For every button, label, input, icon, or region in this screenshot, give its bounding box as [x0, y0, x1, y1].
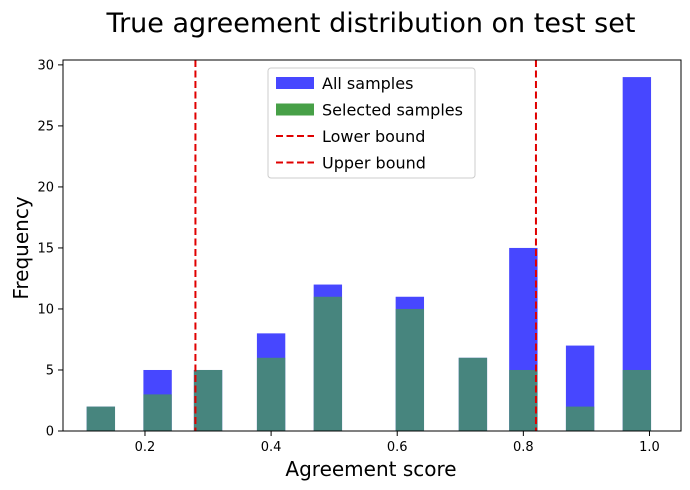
chart-title: True agreement distribution on test set: [106, 8, 636, 39]
x-tick-label: 0.6: [387, 440, 408, 455]
selected-samples-bar-0: [86, 406, 116, 431]
legend: All samples Selected samples Lower bound Up…: [267, 67, 476, 179]
legend-label: Upper bound: [322, 154, 426, 173]
y-tick-label: 20: [37, 180, 54, 195]
selected-samples-bar-5: [395, 308, 425, 431]
y-tick-label: 5: [46, 363, 54, 378]
legend-label: Selected samples: [322, 101, 463, 120]
selected-samples-bar-8: [565, 406, 595, 431]
plot-frame: [62, 59, 682, 432]
legend-box: [267, 67, 476, 179]
x-tick-label: 1.0: [639, 440, 660, 455]
x-tick-label: 0.8: [513, 440, 534, 455]
legend-swatch: [276, 103, 314, 116]
x-tick-label: 0.2: [135, 440, 156, 455]
legend-swatch: [276, 77, 314, 89]
selected-samples-bar-4: [313, 296, 343, 431]
x-axis-label: Agreement score: [285, 457, 456, 481]
x-tick-label: 0.4: [261, 440, 282, 455]
selected-samples-bar-7: [509, 369, 538, 431]
selected-samples-bar-1: [143, 394, 172, 431]
y-tick-label: 30: [37, 58, 54, 73]
y-tick-label: 10: [37, 302, 54, 317]
x-axis-ticks: 0.2 0.4 0.6 0.8 1.0: [135, 431, 660, 455]
y-axis-ticks: 0 5 10 15 20 25 30: [37, 58, 63, 440]
y-tick-label: 25: [37, 119, 54, 134]
y-axis-label: Frequency: [9, 196, 33, 299]
y-tick-label: 0: [46, 425, 54, 440]
bound-lines-layer: [194, 60, 537, 431]
legend-label: All samples: [322, 74, 413, 93]
y-tick-label: 15: [37, 241, 54, 256]
selected-samples-bar-3: [256, 357, 286, 431]
selected-samples-bar-9: [622, 369, 652, 431]
bars-layer: [86, 77, 652, 431]
selected-samples-bar-6: [458, 357, 488, 431]
legend-label: Lower bound: [322, 127, 425, 146]
selected-samples-bar-2: [193, 369, 223, 431]
